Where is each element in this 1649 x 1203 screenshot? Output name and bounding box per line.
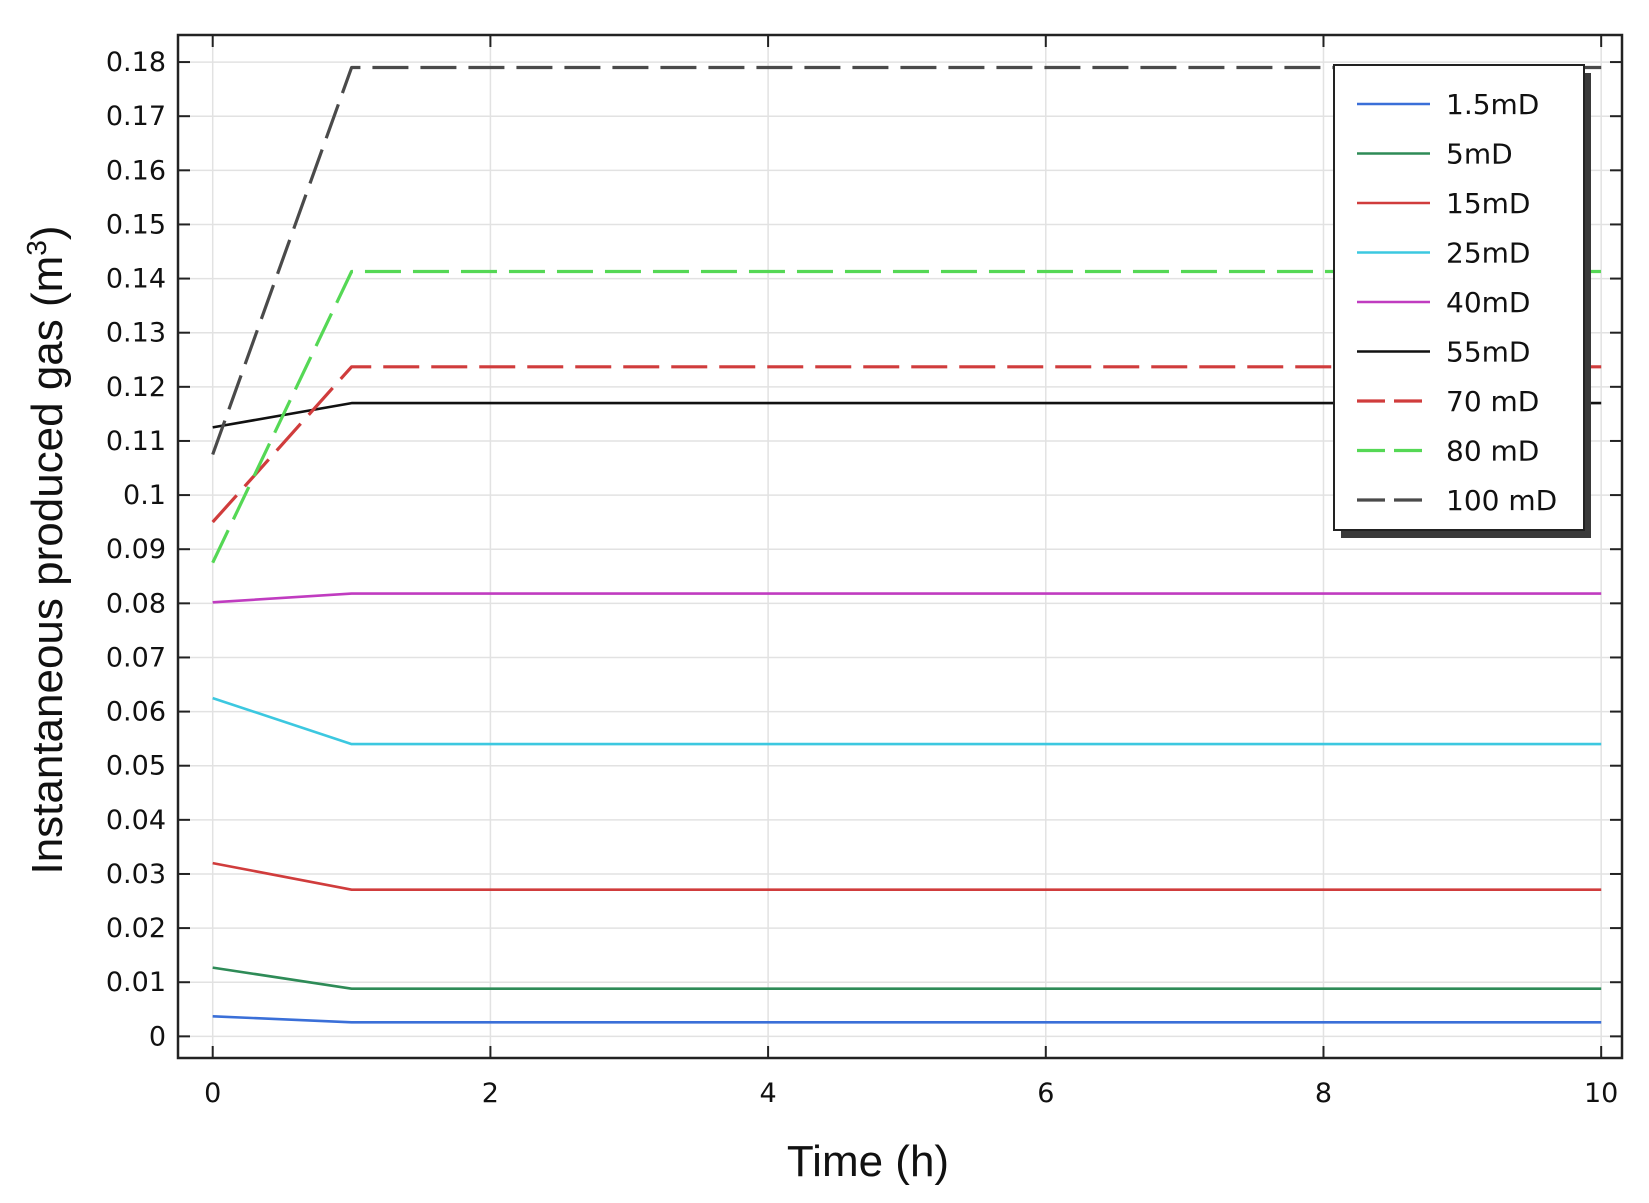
ticks — [178, 35, 1622, 1058]
y-tick-label: 0.15 — [106, 209, 166, 240]
x-tick-label: 6 — [1037, 1078, 1054, 1109]
series-line — [211, 365, 1602, 524]
x-tick-label: 2 — [482, 1078, 499, 1109]
y-tick-labels: 0 0.01 0.02 0.03 0.04 0.05 0.06 0.07 0.08 0.09 0.1… — [106, 47, 166, 1052]
y-tick-label: 0.08 — [106, 588, 166, 619]
legend-label: 25mD — [1446, 237, 1530, 270]
series-line — [212, 592, 1602, 604]
legend-label: 1.5mD — [1446, 88, 1539, 121]
series-line — [211, 65, 1602, 456]
y-axis-title-superscript: 3 — [21, 240, 52, 256]
legend-items: 1.5mD 5mD 15mD 25mD 40mD 55mD 70 mD 80 mD 100 mD — [1357, 88, 1557, 517]
x-tick-labels: 0 2 4 6 8 10 — [204, 1078, 1618, 1109]
x-tick-label: 8 — [1315, 1078, 1332, 1109]
y-tick-label: 0.03 — [106, 859, 166, 890]
x-axis-title: Time (h) — [787, 1137, 949, 1186]
series-line — [212, 696, 1602, 746]
plot-frame — [176, 33, 1624, 1060]
x-tick-label: 10 — [1584, 1078, 1618, 1109]
y-tick-label: 0.06 — [106, 697, 166, 728]
y-tick-label: 0.07 — [106, 642, 166, 673]
legend-label: 15mD — [1446, 187, 1530, 220]
y-tick-label: 0.09 — [106, 534, 166, 565]
y-tick-label: 0.04 — [106, 805, 166, 836]
x-tick-label: 4 — [760, 1078, 777, 1109]
y-axis-title-main: Instantaneous produced gas (m — [23, 256, 72, 875]
y-tick-label: 0.11 — [106, 426, 166, 457]
y-axis-title-end: ) — [23, 225, 72, 240]
series-line — [212, 861, 1602, 892]
series-line — [212, 966, 1602, 991]
y-tick-label: 0 — [149, 1021, 166, 1052]
y-tick-label: 0.02 — [106, 913, 166, 944]
y-tick-label: 0.16 — [106, 155, 166, 186]
legend: 1.5mD 5mD 15mD 25mD 40mD 55mD 70 mD 80 mD 100 mD — [1333, 64, 1591, 538]
series-line — [211, 269, 1602, 564]
y-tick-label: 0.18 — [106, 47, 166, 78]
y-tick-label: 0.05 — [106, 751, 166, 782]
y-tick-label: 0.12 — [106, 372, 166, 403]
y-tick-label: 0.1 — [123, 480, 166, 511]
x-tick-label: 0 — [204, 1078, 221, 1109]
series-line — [212, 401, 1602, 429]
legend-label: 80 mD — [1446, 435, 1539, 468]
series-layer — [211, 65, 1602, 1024]
legend-label: 70 mD — [1446, 385, 1539, 418]
series-line — [212, 1015, 1602, 1024]
legend-label: 40mD — [1446, 286, 1530, 319]
legend-label: 5mD — [1446, 138, 1513, 171]
y-tick-label: 0.14 — [106, 264, 166, 295]
legend-label: 100 mD — [1446, 484, 1557, 517]
legend-box — [1333, 64, 1585, 531]
y-tick-label: 0.01 — [106, 967, 166, 998]
y-tick-label: 0.17 — [106, 101, 166, 132]
y-axis-title: Instantaneous produced gas (m3) — [21, 225, 72, 874]
y-tick-label: 0.13 — [106, 318, 166, 349]
legend-label: 55mD — [1446, 336, 1530, 369]
